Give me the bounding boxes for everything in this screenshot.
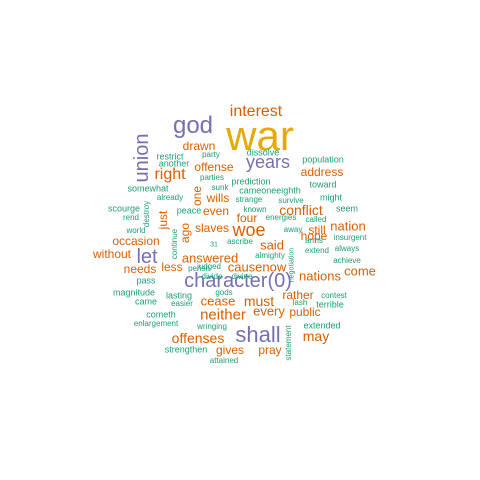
cloud-word-away: away bbox=[283, 225, 303, 234]
cloud-word-wringing: wringing bbox=[197, 322, 227, 331]
cloud-word-causenow: causenow bbox=[227, 259, 287, 275]
cloud-word-dissolve: dissolve bbox=[246, 147, 280, 158]
cloud-word-cameoneeighth: cameoneeighth bbox=[239, 185, 301, 196]
cloud-word-peace: peace bbox=[176, 205, 202, 216]
cloud-word-cometh: cometh bbox=[146, 309, 176, 320]
cloud-word-another: another bbox=[158, 158, 190, 169]
cloud-word-scourge: scourge bbox=[107, 203, 141, 214]
cloud-word-arms: arms bbox=[305, 236, 323, 245]
cloud-word-magnitude: magnitude bbox=[112, 287, 156, 298]
cloud-word-enlargement: enlargement bbox=[133, 319, 179, 328]
cloud-word-statement: statement bbox=[284, 325, 293, 361]
cloud-word-offense: offense bbox=[194, 160, 234, 174]
cloud-word-answered: answered bbox=[181, 250, 239, 266]
cloud-word-ago: ago bbox=[178, 222, 192, 244]
cloud-word-seem: seem bbox=[335, 203, 359, 214]
cloud-word-negotiation: negotiation bbox=[288, 247, 296, 283]
cloud-word-attained: attained bbox=[209, 356, 239, 365]
cloud-word-nations: nations bbox=[299, 268, 341, 284]
cloud-word-judged: judged bbox=[196, 262, 222, 271]
cloud-word-years: years bbox=[245, 152, 291, 172]
cloud-word-pray: pray bbox=[258, 343, 282, 357]
cloud-word-gives: gives bbox=[215, 343, 245, 357]
cloud-word-divine: divine bbox=[231, 272, 253, 281]
cloud-word-strengthen: strengthen bbox=[164, 344, 208, 355]
cloud-word-destroy: destroy bbox=[142, 200, 151, 228]
cloud-word-slaves: slaves bbox=[194, 221, 230, 235]
cloud-word-sunk: sunk bbox=[211, 183, 229, 192]
cloud-word-energies: energies bbox=[265, 213, 297, 222]
cloud-word-almighty: almighty bbox=[255, 251, 285, 260]
cloud-word-might: might bbox=[319, 192, 343, 203]
cloud-word-strange: strange bbox=[235, 195, 263, 204]
cloud-word-four: four bbox=[236, 211, 258, 225]
cloud-word-war: war bbox=[226, 112, 294, 159]
cloud-word-contest: contest bbox=[321, 291, 347, 300]
cloud-word-ascribe: ascribe bbox=[227, 237, 253, 246]
cloud-word-extended: extended bbox=[303, 320, 341, 331]
cloud-word-conflict: conflict bbox=[279, 202, 323, 218]
cloud-word-hope: hope bbox=[300, 229, 328, 243]
cloud-word-survive: survive bbox=[278, 196, 304, 205]
cloud-word-terrible: terrible bbox=[316, 299, 344, 310]
cloud-word-restrict: restrict bbox=[156, 151, 184, 162]
cloud-word-may: may bbox=[302, 328, 330, 344]
cloud-word-occasion: occasion bbox=[112, 234, 160, 248]
cloud-word-drawn: drawn bbox=[182, 139, 216, 153]
cloud-word-god: god bbox=[172, 112, 214, 139]
cloud-word-shall: shall bbox=[235, 322, 281, 347]
cloud-word-wills: wills bbox=[206, 191, 230, 205]
cloud-word-divide: divide bbox=[201, 272, 223, 281]
cloud-word-interest: interest bbox=[229, 103, 283, 120]
cloud-word-must: must bbox=[243, 293, 275, 309]
cloud-word-without: without bbox=[92, 247, 132, 261]
cloud-word-rather: rather bbox=[282, 288, 314, 302]
cloud-word-lash: lash bbox=[292, 298, 308, 307]
cloud-word-public: public bbox=[289, 305, 321, 319]
cloud-word-perish: perish bbox=[188, 264, 210, 273]
cloud-word-cease: cease bbox=[200, 293, 236, 309]
cloud-word-prediction: prediction bbox=[231, 176, 271, 187]
cloud-word-woe: woe bbox=[232, 220, 266, 240]
cloud-word-world: world bbox=[126, 226, 146, 235]
cloud-word-every: every bbox=[253, 303, 285, 319]
cloud-word-right: right bbox=[154, 166, 186, 183]
cloud-word-continue: continue bbox=[170, 228, 179, 260]
cloud-word-rend: rend bbox=[122, 213, 140, 222]
cloud-word-insurgent: insurgent bbox=[333, 233, 367, 242]
cloud-word-parties: parties bbox=[199, 173, 225, 182]
cloud-word-pass: pass bbox=[136, 275, 156, 286]
cloud-word-neither: neither bbox=[200, 306, 246, 324]
cloud-word-toward: toward bbox=[309, 179, 337, 190]
cloud-word-came: came bbox=[134, 296, 158, 307]
cloud-word-called: called bbox=[305, 215, 327, 224]
cloud-word-somewhat: somewhat bbox=[127, 183, 169, 194]
cloud-word-come: come bbox=[344, 263, 376, 279]
cloud-word-address: address bbox=[300, 165, 344, 179]
cloud-word-achieve: achieve bbox=[333, 256, 361, 265]
cloud-word-gods: gods bbox=[215, 288, 233, 297]
cloud-word-less: less bbox=[161, 260, 183, 274]
cloud-word-character-0: character(0) bbox=[184, 270, 292, 292]
cloud-word-offenses: offenses bbox=[171, 330, 225, 346]
cloud-word-still: still bbox=[308, 223, 326, 237]
cloud-word-even: even bbox=[202, 204, 230, 218]
cloud-word-party: party bbox=[202, 150, 220, 159]
cloud-word-extend: extend bbox=[304, 246, 330, 255]
cloud-word-always: always bbox=[334, 244, 360, 253]
cloud-word-needs: needs bbox=[123, 262, 157, 276]
cloud-word-just: just bbox=[156, 210, 170, 230]
cloud-word-lasting: lasting bbox=[165, 290, 193, 301]
cloud-word-nation: nation bbox=[330, 218, 366, 234]
cloud-word-already: already bbox=[156, 193, 184, 202]
cloud-word-31: 31 bbox=[210, 241, 218, 249]
cloud-word-said: said bbox=[260, 237, 284, 253]
cloud-word-known: known bbox=[243, 205, 267, 214]
cloud-word-let: let bbox=[136, 246, 158, 268]
cloud-word-one: one bbox=[190, 185, 204, 207]
cloud-word-population: population bbox=[302, 154, 344, 165]
cloud-word-easier: easier bbox=[171, 299, 193, 308]
cloud-word-union: union bbox=[131, 133, 153, 183]
